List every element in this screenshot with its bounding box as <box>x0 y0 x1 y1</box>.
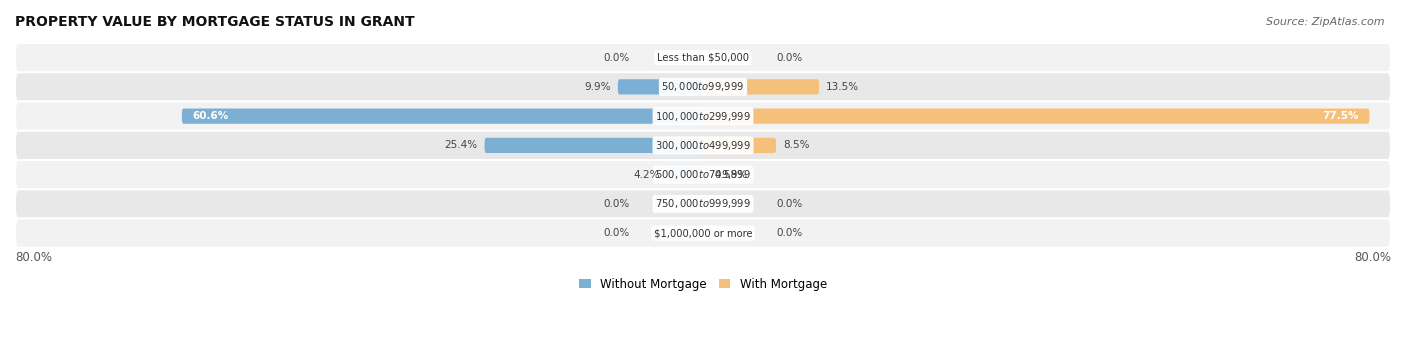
FancyBboxPatch shape <box>617 79 703 94</box>
Text: 25.4%: 25.4% <box>444 140 478 150</box>
Text: 0.0%: 0.0% <box>776 53 803 63</box>
Text: 0.0%: 0.0% <box>776 228 803 238</box>
FancyBboxPatch shape <box>703 167 709 182</box>
FancyBboxPatch shape <box>15 131 1391 160</box>
FancyBboxPatch shape <box>703 79 820 94</box>
FancyBboxPatch shape <box>181 108 703 124</box>
Text: 0.58%: 0.58% <box>714 170 748 180</box>
FancyBboxPatch shape <box>666 167 703 182</box>
Text: 4.2%: 4.2% <box>634 170 659 180</box>
Text: 0.0%: 0.0% <box>603 53 630 63</box>
Text: 9.9%: 9.9% <box>585 82 612 92</box>
Text: 80.0%: 80.0% <box>1354 251 1391 264</box>
Text: $1,000,000 or more: $1,000,000 or more <box>654 228 752 238</box>
Text: $500,000 to $749,999: $500,000 to $749,999 <box>655 168 751 181</box>
Text: 60.6%: 60.6% <box>193 111 228 121</box>
FancyBboxPatch shape <box>703 108 1369 124</box>
Text: 8.5%: 8.5% <box>783 140 810 150</box>
FancyBboxPatch shape <box>15 189 1391 219</box>
Text: Less than $50,000: Less than $50,000 <box>657 53 749 63</box>
Text: $100,000 to $299,999: $100,000 to $299,999 <box>655 109 751 123</box>
Text: $750,000 to $999,999: $750,000 to $999,999 <box>655 197 751 210</box>
FancyBboxPatch shape <box>703 138 776 153</box>
Text: Source: ZipAtlas.com: Source: ZipAtlas.com <box>1267 17 1385 27</box>
FancyBboxPatch shape <box>15 102 1391 131</box>
Text: $300,000 to $499,999: $300,000 to $499,999 <box>655 139 751 152</box>
Text: 77.5%: 77.5% <box>1323 111 1360 121</box>
Text: 0.0%: 0.0% <box>776 199 803 209</box>
FancyBboxPatch shape <box>15 72 1391 102</box>
Text: 0.0%: 0.0% <box>603 228 630 238</box>
Text: 80.0%: 80.0% <box>15 251 52 264</box>
FancyBboxPatch shape <box>15 43 1391 72</box>
Text: 0.0%: 0.0% <box>603 199 630 209</box>
Text: $50,000 to $99,999: $50,000 to $99,999 <box>661 80 745 93</box>
FancyBboxPatch shape <box>485 138 703 153</box>
FancyBboxPatch shape <box>15 160 1391 189</box>
FancyBboxPatch shape <box>15 219 1391 248</box>
Text: PROPERTY VALUE BY MORTGAGE STATUS IN GRANT: PROPERTY VALUE BY MORTGAGE STATUS IN GRA… <box>15 15 415 29</box>
Legend: Without Mortgage, With Mortgage: Without Mortgage, With Mortgage <box>574 273 832 295</box>
Text: 13.5%: 13.5% <box>825 82 859 92</box>
